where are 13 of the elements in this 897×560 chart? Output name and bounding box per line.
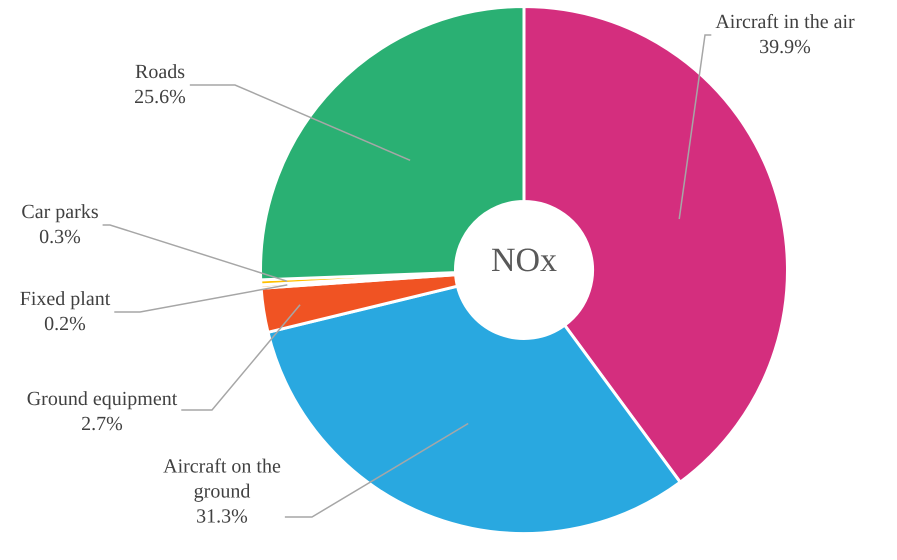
slice-label: Car parks bbox=[21, 200, 99, 223]
data-label: 25.6% bbox=[134, 86, 186, 108]
slice-label: Ground equipment bbox=[26, 388, 178, 410]
slice-label: Roads bbox=[135, 60, 186, 83]
data-label: 2.7% bbox=[81, 412, 123, 435]
text: NOx bbox=[490, 242, 558, 279]
data-label: 31.3% bbox=[196, 505, 248, 528]
data-label: 0.3% bbox=[39, 226, 81, 248]
slice-label: Aircraft on the ground bbox=[163, 455, 281, 502]
data-label: 39.9% bbox=[759, 36, 811, 58]
slice-label: Fixed plant bbox=[20, 288, 111, 310]
slice-label: Aircraft in the air bbox=[715, 10, 856, 33]
data-label: 0.2% bbox=[44, 312, 86, 335]
